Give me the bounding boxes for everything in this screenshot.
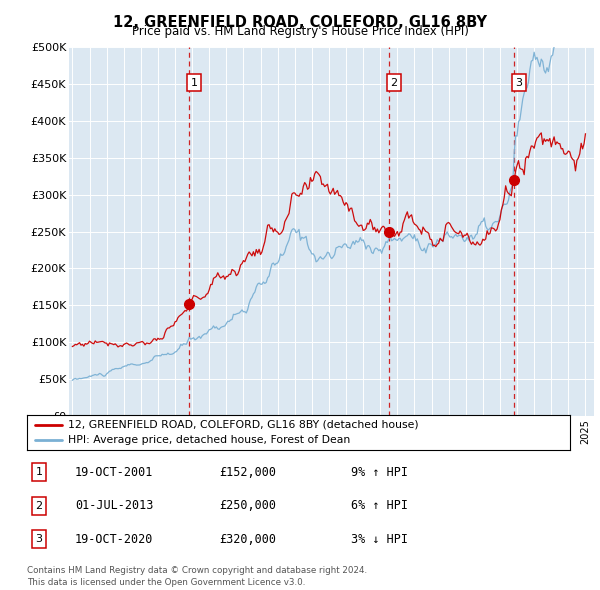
Text: £320,000: £320,000 xyxy=(219,533,276,546)
Text: 2: 2 xyxy=(35,501,43,510)
Text: 1: 1 xyxy=(190,78,197,87)
Text: 3% ↓ HPI: 3% ↓ HPI xyxy=(351,533,408,546)
Text: 12, GREENFIELD ROAD, COLEFORD, GL16 8BY: 12, GREENFIELD ROAD, COLEFORD, GL16 8BY xyxy=(113,15,487,30)
Text: £152,000: £152,000 xyxy=(219,466,276,478)
Text: 12, GREENFIELD ROAD, COLEFORD, GL16 8BY (detached house): 12, GREENFIELD ROAD, COLEFORD, GL16 8BY … xyxy=(68,419,418,430)
Text: 6% ↑ HPI: 6% ↑ HPI xyxy=(351,499,408,512)
Text: Contains HM Land Registry data © Crown copyright and database right 2024.
This d: Contains HM Land Registry data © Crown c… xyxy=(27,566,367,587)
Text: Price paid vs. HM Land Registry's House Price Index (HPI): Price paid vs. HM Land Registry's House … xyxy=(131,25,469,38)
Text: 9% ↑ HPI: 9% ↑ HPI xyxy=(351,466,408,478)
Text: 3: 3 xyxy=(35,535,43,544)
Text: 01-JUL-2013: 01-JUL-2013 xyxy=(75,499,154,512)
Text: 19-OCT-2020: 19-OCT-2020 xyxy=(75,533,154,546)
Text: 1: 1 xyxy=(35,467,43,477)
Text: 2: 2 xyxy=(391,78,397,87)
Text: 3: 3 xyxy=(515,78,522,87)
Text: £250,000: £250,000 xyxy=(219,499,276,512)
Text: 19-OCT-2001: 19-OCT-2001 xyxy=(75,466,154,478)
Text: HPI: Average price, detached house, Forest of Dean: HPI: Average price, detached house, Fore… xyxy=(68,435,350,445)
